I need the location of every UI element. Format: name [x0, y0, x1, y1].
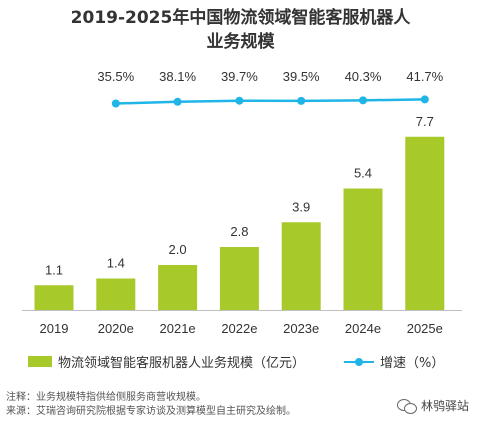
growth-label-2025e: 41.7% [406, 69, 443, 84]
x-tick-label-2021e: 2021e [160, 321, 196, 336]
footer-note: 注释：业务规模特指供给侧服务商营收规模。 [6, 392, 206, 403]
chart-area: 1.1 1.4 2.0 2.8 3.9 5.4 7.7 2019 2020e 2021e 2022… [22, 69, 462, 336]
bar-value-label-2021e: 2.0 [169, 242, 187, 257]
bar-value-label-2025e: 7.7 [416, 114, 434, 129]
growth-label-2024e: 40.3% [345, 69, 382, 84]
growth-value-labels: 35.5% 38.1% 39.7% 39.5% 40.3% 41.7% [97, 69, 443, 84]
growth-point-2021e [173, 97, 182, 106]
chart-title-line2: 业务规模 [206, 32, 275, 52]
x-tick-label-2020e: 2020e [98, 321, 134, 336]
growth-label-2021e: 38.1% [159, 69, 196, 84]
bar-value-label-2019: 1.1 [45, 262, 63, 277]
watermark: 林鸮驿站 [396, 397, 469, 414]
bar-2022e [219, 247, 259, 310]
legend-bar-label: 物流领域智能客服机器人业务规模（亿元） [58, 356, 306, 371]
bar-value-labels: 1.1 1.4 2.0 2.8 3.9 5.4 7.7 [45, 114, 434, 278]
chart-title: 2019-2025年中国物流领域智能客服机器人 业务规模 [0, 6, 481, 54]
x-tick-label-2019: 2019 [40, 321, 69, 336]
growth-label-2022e: 39.7% [221, 69, 258, 84]
legend: 物流领域智能客服机器人业务规模（亿元） 增速（%） [28, 352, 478, 372]
x-tick-label-2024e: 2024e [345, 321, 381, 336]
bar-2025e [405, 136, 445, 310]
legend-item-line: 增速（%） [344, 352, 444, 371]
x-tick-label-2022e: 2022e [221, 321, 257, 336]
bar-value-label-2020e: 1.4 [107, 256, 125, 271]
growth-point-2022e [235, 96, 244, 105]
bar-2019 [34, 285, 74, 310]
legend-line-swatch [344, 356, 374, 368]
growth-line [115, 98, 425, 105]
x-tick-label-2023e: 2023e [283, 321, 319, 336]
x-axis-tick-labels: 2019 2020e 2021e 2022e 2023e 2024e 2025e [40, 321, 443, 336]
bar-series [34, 136, 445, 310]
growth-point-2020e [111, 99, 120, 108]
bar-2021e [158, 265, 198, 310]
legend-item-bar: 物流领域智能客服机器人业务规模（亿元） [28, 352, 305, 371]
footer-notes: 注释：业务规模特指供给侧服务商营收规模。 来源：艾瑞咨询研究院根据专家访谈及测算… [6, 391, 296, 419]
legend-line-label: 增速（%） [380, 356, 445, 371]
growth-point-2025e [420, 95, 429, 104]
bar-value-label-2023e: 3.9 [292, 199, 310, 214]
footer-source: 来源：艾瑞咨询研究院根据专家访谈及测算模型自主研究及绘制。 [6, 406, 296, 417]
bar-2020e [96, 278, 136, 310]
growth-point-2024e [359, 96, 367, 105]
x-tick-label-2025e: 2025e [407, 321, 443, 336]
bar-value-label-2022e: 2.8 [230, 224, 248, 239]
wechat-icon [396, 398, 417, 414]
bar-2023e [281, 222, 321, 310]
legend-bar-swatch [28, 356, 52, 367]
chart-title-line1: 2019-2025年中国物流领域智能客服机器人 [70, 8, 411, 28]
bar-2024e [343, 188, 383, 310]
growth-label-2023e: 39.5% [283, 69, 320, 84]
growth-line-series [111, 95, 429, 108]
growth-point-2023e [297, 96, 306, 105]
bar-value-label-2024e: 5.4 [354, 166, 372, 181]
growth-label-2020e: 35.5% [97, 69, 134, 84]
watermark-text: 林鸮驿站 [420, 399, 469, 413]
